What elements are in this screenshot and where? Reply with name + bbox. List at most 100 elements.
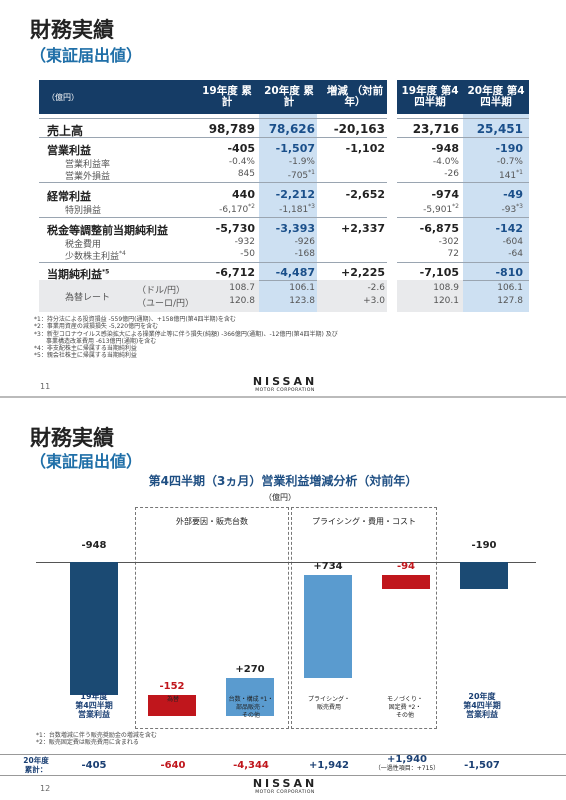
nissan-logo: NISSAN MOTOR CORPORATION	[240, 777, 330, 795]
fx-cell: 120.1	[433, 296, 459, 306]
table-cell: -1,102	[345, 142, 385, 155]
cat-label-line: その他	[395, 712, 414, 719]
bottom-label-line: 20年度	[23, 756, 49, 765]
group-label-external: 外部要因・販売台数	[176, 517, 248, 526]
row-label: 営業外損益	[65, 172, 111, 182]
start-label: 19年度 第4四半期 営業利益	[62, 692, 126, 719]
footnote: *5：親会社株主に帰属する当期純利益	[34, 352, 137, 360]
waterfall-value-label: -94	[396, 561, 416, 573]
fx-unit-eur: （ユーロ/円）	[137, 299, 195, 309]
table-cell: -705*1	[287, 169, 315, 181]
table-cell: -1,181*3	[279, 203, 315, 215]
footnote: *1：持分法による投資損益 -559億円(通期)、+158億円(第4四半期)を含…	[34, 316, 236, 323]
table-cell: -0.7%	[496, 157, 523, 167]
logo-word: NISSAN	[252, 375, 318, 388]
table-cell: -4.0%	[432, 157, 459, 167]
footnote: *3：新型コロナウイルス感染拡大による操業停止等に伴う損失(純額) -366億円…	[34, 330, 338, 338]
table-cell: -20,163	[333, 122, 385, 136]
page-number: 11	[40, 382, 51, 391]
row-divider	[39, 182, 387, 183]
group-box-external	[135, 507, 289, 729]
fx-cell: 123.8	[289, 296, 315, 306]
table-cell: -0.4%	[228, 157, 255, 167]
waterfall-bar	[460, 562, 508, 589]
page-title: 財務実績	[30, 426, 114, 450]
start-label-line: 19年度	[80, 692, 108, 701]
row-divider	[39, 118, 387, 119]
header-fy19: 19年度 累計	[202, 85, 252, 108]
header-q4-20: 20年度 第4四半期	[467, 85, 525, 108]
table-cell: -604	[502, 237, 523, 247]
fx-band	[317, 280, 387, 312]
chart-unit: （億円）	[264, 493, 296, 502]
row-label: 経常利益	[47, 190, 91, 203]
table-cell: -5,730	[215, 222, 255, 235]
footnote: 事業構造改革費用 -613億円(通期)を含む	[34, 337, 157, 345]
table-cell: 72	[447, 249, 459, 259]
header-change: 増減 （対前年）	[326, 85, 384, 108]
highlight-col-q4-20	[463, 114, 529, 312]
table-cell: +2,337	[340, 222, 385, 235]
row-label: 少数株主利益*4	[65, 250, 126, 262]
footnote-marker: *3	[516, 203, 523, 210]
header-q4-19: 19年度 第4四半期	[401, 85, 459, 108]
row-label: 営業利益	[47, 144, 91, 157]
cat-label-line: その他	[241, 712, 260, 719]
table-cell: -93*3	[501, 203, 523, 215]
table-cell: 23,716	[412, 122, 459, 136]
table-cell: -190	[495, 142, 523, 155]
logo-word: NISSAN	[252, 777, 318, 790]
table-cell: -948	[431, 142, 459, 155]
table-header-right	[397, 80, 529, 114]
table-cell: -926	[294, 237, 315, 247]
start-label-line: 営業利益	[78, 710, 110, 719]
table-cell: -405	[227, 142, 255, 155]
footnote-marker: *2	[452, 203, 459, 210]
fx-cell: 108.9	[433, 283, 459, 293]
nissan-logo: NISSAN MOTOR CORPORATION	[240, 375, 330, 393]
fx-label: 為替レート	[65, 293, 111, 303]
cat-label-line: モノづくり・	[386, 696, 423, 703]
row-divider	[39, 217, 387, 218]
footnote-marker: *1	[308, 169, 315, 176]
table-cell: -26	[444, 169, 459, 179]
row-divider	[397, 137, 529, 138]
footnote-marker: *4	[119, 250, 126, 257]
fx-cell: 127.8	[497, 296, 523, 306]
table-cell: 25,451	[476, 122, 523, 136]
bottom-label-line: 累計：	[24, 765, 48, 774]
row-label: 売上高	[47, 124, 84, 138]
waterfall-bar	[226, 678, 274, 716]
bottom-value-fx: -640	[160, 760, 186, 771]
table-cell: -6,875	[419, 222, 459, 235]
fx-cell: -2.6	[367, 283, 385, 293]
footnote-marker: *5	[102, 268, 110, 276]
group-label-pricing: プライシング・費用・コスト	[312, 517, 416, 526]
table-cell: -3,393	[275, 222, 315, 235]
slide-waterfall: 財務実績 （東証届出値） 第4四半期（3ヵ月）営業利益増減分析（対前年） （億円…	[0, 400, 566, 800]
footnotes: *1：持分法による投資損益 -559億円(通期)、+158億円(第4四半期)を含…	[34, 316, 338, 360]
table-cell: -4,487	[275, 266, 315, 279]
waterfall-value-label: -948	[81, 540, 107, 551]
row-label: 特別損益	[65, 206, 102, 216]
footnote-marker: *3	[308, 203, 315, 210]
end-label-line: 20年度	[468, 692, 496, 701]
table-cell: -302	[438, 237, 459, 247]
financial-table: （億円） 19年度 累計 20年度 累計 増減 （対前年） 19年度 第4四半期…	[39, 80, 529, 312]
bottom-value-monozukuri: +1,940 （一過性項目：+715）	[374, 755, 440, 773]
fx-band	[39, 280, 259, 312]
table-cell: -1,507	[275, 142, 315, 155]
table-cell: -7,105	[419, 266, 459, 279]
table-cell: 440	[232, 188, 255, 201]
table-cell: 78,626	[268, 122, 315, 136]
bottom-summary-row: 20年度 累計： -405 -640 -4,344 +1,942 +1,940 …	[0, 754, 566, 776]
table-cell: -168	[294, 249, 315, 259]
table-header-left	[39, 80, 387, 114]
bottom-value-sub: （一過性項目：+715）	[374, 765, 440, 772]
logo-corp: MOTOR CORPORATION	[255, 790, 315, 795]
cat-label-line: プライシング・	[307, 696, 350, 703]
page-title: 財務実績	[30, 18, 114, 42]
fx-cell: 108.7	[229, 283, 255, 293]
row-divider	[397, 280, 529, 281]
start-label-line: 第4四半期	[75, 701, 113, 710]
